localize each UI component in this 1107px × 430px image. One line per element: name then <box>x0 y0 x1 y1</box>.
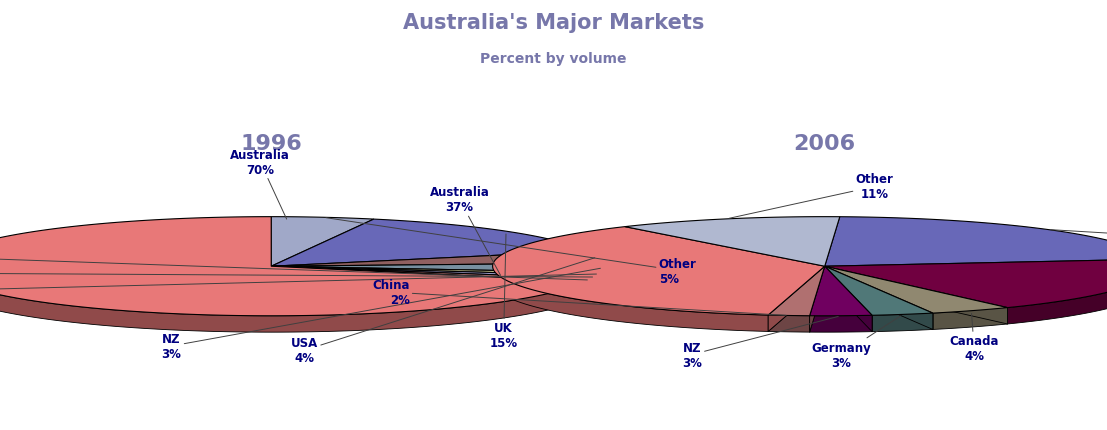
Text: Australia
70%: Australia 70% <box>230 148 290 220</box>
Polygon shape <box>0 217 587 316</box>
Text: Ireland
1%: Ireland 1% <box>0 240 588 280</box>
Text: Other
5%: Other 5% <box>325 218 696 285</box>
Polygon shape <box>271 217 374 267</box>
Text: Percent by volume: Percent by volume <box>480 52 627 65</box>
Polygon shape <box>271 267 601 276</box>
Text: Canada
4%: Canada 4% <box>950 314 999 362</box>
Polygon shape <box>598 273 601 292</box>
Text: China
2%: China 2% <box>372 279 786 316</box>
Polygon shape <box>271 267 598 279</box>
Text: Canada
1%: Canada 1% <box>0 274 597 306</box>
Text: NZ
3%: NZ 3% <box>682 316 838 369</box>
Text: Australia's Major Markets: Australia's Major Markets <box>403 13 704 33</box>
Polygon shape <box>768 267 825 332</box>
Polygon shape <box>825 267 872 332</box>
Polygon shape <box>271 267 598 292</box>
Polygon shape <box>624 217 840 267</box>
Polygon shape <box>872 313 933 332</box>
Polygon shape <box>601 264 603 289</box>
Polygon shape <box>271 267 587 298</box>
Polygon shape <box>587 279 593 298</box>
Polygon shape <box>825 267 872 332</box>
Text: NZ
3%: NZ 3% <box>162 269 600 360</box>
Polygon shape <box>271 267 598 292</box>
Polygon shape <box>1007 263 1107 324</box>
Polygon shape <box>768 267 825 316</box>
Polygon shape <box>825 267 933 330</box>
Polygon shape <box>825 260 1107 308</box>
Polygon shape <box>825 267 1007 324</box>
Polygon shape <box>825 267 933 330</box>
Polygon shape <box>825 267 1007 313</box>
Polygon shape <box>768 315 809 332</box>
Polygon shape <box>825 267 1007 324</box>
Polygon shape <box>271 251 602 267</box>
Text: Australia
37%: Australia 37% <box>430 186 500 276</box>
Polygon shape <box>768 267 825 332</box>
Text: Sweden
1%: Sweden 1% <box>0 259 592 287</box>
Polygon shape <box>0 263 587 332</box>
Polygon shape <box>809 267 825 332</box>
Text: Germany
3%: Germany 3% <box>811 316 900 369</box>
Polygon shape <box>271 267 593 295</box>
Polygon shape <box>809 267 825 332</box>
Polygon shape <box>271 220 587 267</box>
Polygon shape <box>271 267 601 289</box>
Polygon shape <box>825 267 933 316</box>
Polygon shape <box>271 267 593 282</box>
Polygon shape <box>493 227 825 315</box>
Text: 1996: 1996 <box>240 134 302 154</box>
Text: USA
4%: USA 4% <box>291 258 594 364</box>
Polygon shape <box>593 276 598 295</box>
Text: Other
11%: Other 11% <box>730 173 893 219</box>
Polygon shape <box>493 263 768 332</box>
Polygon shape <box>809 316 872 332</box>
Polygon shape <box>271 264 602 283</box>
Polygon shape <box>271 264 603 273</box>
Polygon shape <box>271 267 587 298</box>
Text: 2006: 2006 <box>794 134 856 154</box>
Polygon shape <box>809 267 872 316</box>
Polygon shape <box>271 267 593 295</box>
Polygon shape <box>271 264 602 283</box>
Polygon shape <box>933 308 1007 330</box>
Polygon shape <box>271 267 601 289</box>
Polygon shape <box>825 217 1107 267</box>
Text: UK
22%: UK 22% <box>1051 228 1107 256</box>
Text: UK
15%: UK 15% <box>489 234 518 349</box>
